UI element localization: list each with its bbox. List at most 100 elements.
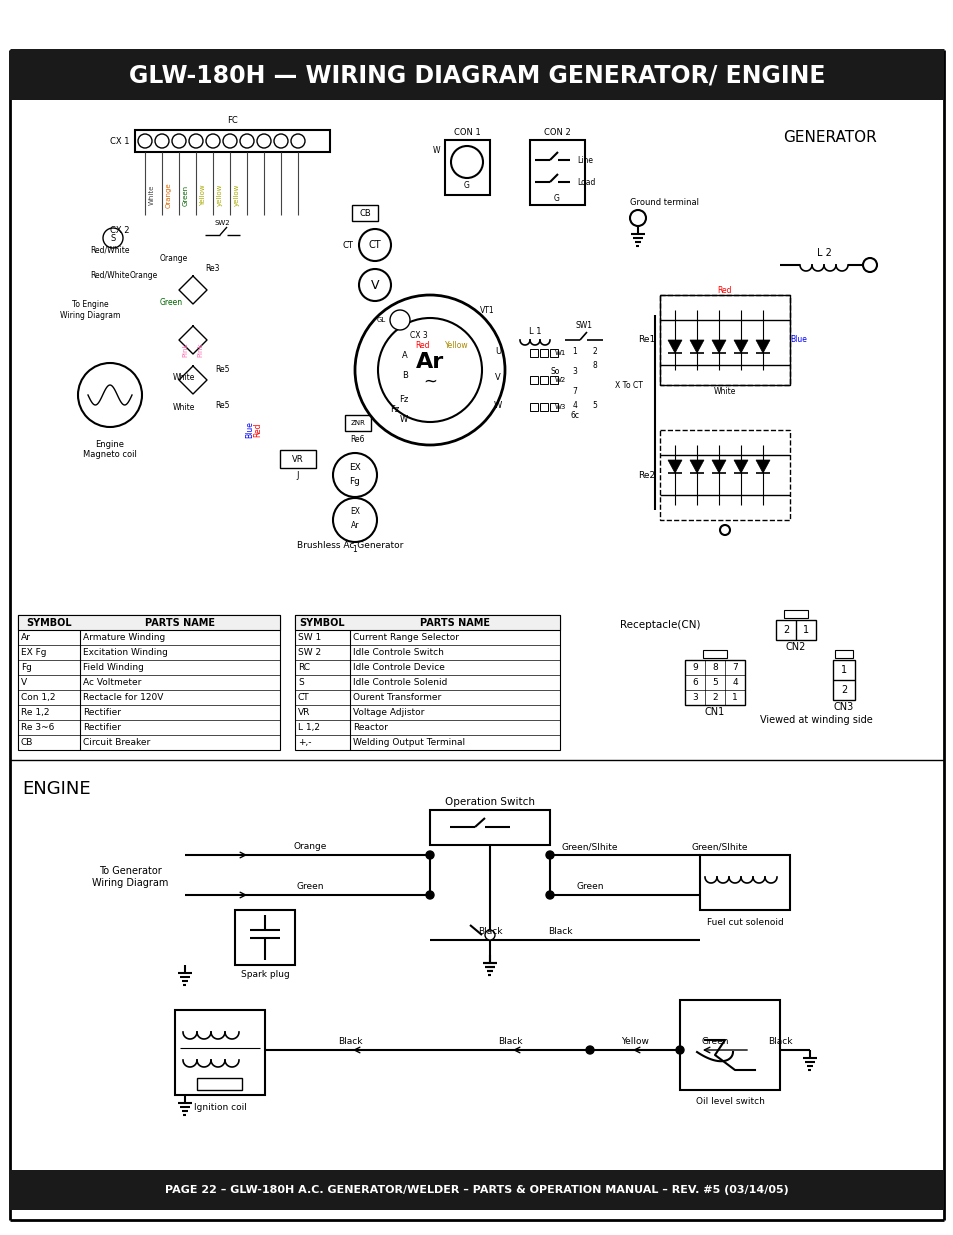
Circle shape — [154, 135, 169, 148]
Text: B: B — [402, 370, 408, 379]
Bar — [234, 910, 294, 965]
Text: Red/White: Red/White — [91, 270, 130, 279]
Circle shape — [206, 135, 220, 148]
Text: Idle Controle Solenid: Idle Controle Solenid — [353, 678, 447, 687]
Text: CT: CT — [342, 241, 353, 249]
Text: SW2: SW2 — [214, 220, 230, 226]
Text: EX: EX — [349, 462, 360, 472]
Text: Oil level switch: Oil level switch — [695, 1098, 763, 1107]
Text: Re3: Re3 — [205, 263, 219, 273]
Text: Green: Green — [296, 883, 323, 892]
Circle shape — [223, 135, 236, 148]
Text: Fuel cut solenoid: Fuel cut solenoid — [706, 919, 782, 927]
Text: 6: 6 — [691, 678, 698, 688]
Text: 2: 2 — [712, 694, 717, 703]
Polygon shape — [733, 459, 747, 473]
Text: VR: VR — [292, 454, 303, 463]
Circle shape — [426, 851, 434, 860]
Bar — [832, 659, 854, 700]
Text: CN2: CN2 — [785, 642, 805, 652]
Text: U: U — [495, 347, 500, 357]
Text: G: G — [554, 194, 559, 203]
Bar — [700, 855, 789, 910]
Text: 6c: 6c — [570, 410, 578, 420]
Text: Fg: Fg — [349, 477, 360, 485]
Circle shape — [78, 363, 142, 427]
Text: 7: 7 — [731, 663, 737, 673]
Circle shape — [358, 269, 391, 301]
Text: 5: 5 — [711, 678, 717, 688]
Text: W: W — [399, 415, 408, 425]
Text: Circuit Breaker: Circuit Breaker — [83, 739, 150, 747]
Polygon shape — [711, 459, 725, 473]
Circle shape — [585, 1046, 594, 1053]
Text: 1: 1 — [353, 546, 357, 555]
Circle shape — [629, 210, 645, 226]
Text: Re6: Re6 — [351, 436, 365, 445]
Bar — [775, 620, 815, 640]
Text: V: V — [21, 678, 27, 687]
Text: G: G — [463, 180, 470, 189]
Circle shape — [545, 890, 554, 899]
Text: Excitation Winding: Excitation Winding — [83, 648, 168, 657]
Text: ZNR: ZNR — [350, 420, 365, 426]
Text: SW1: SW1 — [575, 321, 592, 331]
Text: Line: Line — [577, 156, 593, 164]
Text: Green: Green — [160, 298, 183, 306]
Text: PARTS NAME: PARTS NAME — [419, 618, 490, 627]
Text: Load: Load — [577, 178, 595, 186]
Text: ~: ~ — [422, 373, 436, 391]
Bar — [352, 205, 377, 221]
Bar — [659, 295, 789, 385]
Text: W: W — [432, 146, 439, 154]
Text: V: V — [495, 373, 500, 383]
Text: VT1: VT1 — [479, 305, 494, 315]
Bar — [280, 450, 315, 468]
Text: Yellow: Yellow — [200, 184, 206, 206]
Text: Blue: Blue — [789, 336, 806, 345]
Circle shape — [189, 135, 203, 148]
Text: Re5: Re5 — [214, 400, 230, 410]
Text: Reactor: Reactor — [353, 722, 388, 732]
Text: Red: Red — [253, 422, 262, 437]
Text: Green/Slhite: Green/Slhite — [691, 842, 747, 851]
Text: S: S — [297, 678, 303, 687]
Bar — [783, 610, 807, 618]
Text: A: A — [402, 351, 408, 359]
Text: 5: 5 — [592, 400, 597, 410]
Text: Pink: Pink — [196, 342, 203, 357]
Bar — [174, 1010, 265, 1095]
Text: SW 2: SW 2 — [297, 648, 321, 657]
Text: 3: 3 — [572, 368, 577, 377]
Text: V: V — [371, 279, 379, 291]
Text: VR: VR — [297, 708, 310, 718]
Circle shape — [390, 310, 410, 330]
Text: Orange: Orange — [293, 842, 326, 851]
Bar — [10, 49, 943, 100]
Polygon shape — [733, 340, 747, 353]
Circle shape — [426, 890, 434, 899]
Text: Orange: Orange — [160, 253, 188, 263]
Text: Fz: Fz — [398, 395, 408, 405]
Text: Ac Voltmeter: Ac Voltmeter — [83, 678, 141, 687]
Text: Ar: Ar — [21, 634, 30, 642]
Text: W: W — [494, 400, 501, 410]
Text: CX 2: CX 2 — [111, 226, 130, 235]
Bar — [444, 140, 490, 195]
Text: Armature Winding: Armature Winding — [83, 634, 165, 642]
Text: CN1: CN1 — [704, 706, 724, 718]
Polygon shape — [256, 939, 273, 948]
Text: White: White — [172, 373, 194, 383]
Bar — [550, 350, 558, 357]
Text: CB: CB — [358, 209, 371, 217]
Bar — [294, 615, 559, 750]
Circle shape — [451, 146, 482, 178]
Text: Yellow: Yellow — [620, 1037, 648, 1046]
Text: PAGE 22 – GLW-180H A.C. GENERATOR/WELDER – PARTS & OPERATION MANUAL – REV. #5 (0: PAGE 22 – GLW-180H A.C. GENERATOR/WELDER… — [165, 1186, 788, 1195]
Bar — [539, 375, 547, 384]
Bar — [430, 810, 550, 845]
Polygon shape — [755, 340, 769, 353]
Circle shape — [291, 135, 305, 148]
Text: So: So — [550, 368, 559, 377]
Bar — [135, 130, 330, 152]
